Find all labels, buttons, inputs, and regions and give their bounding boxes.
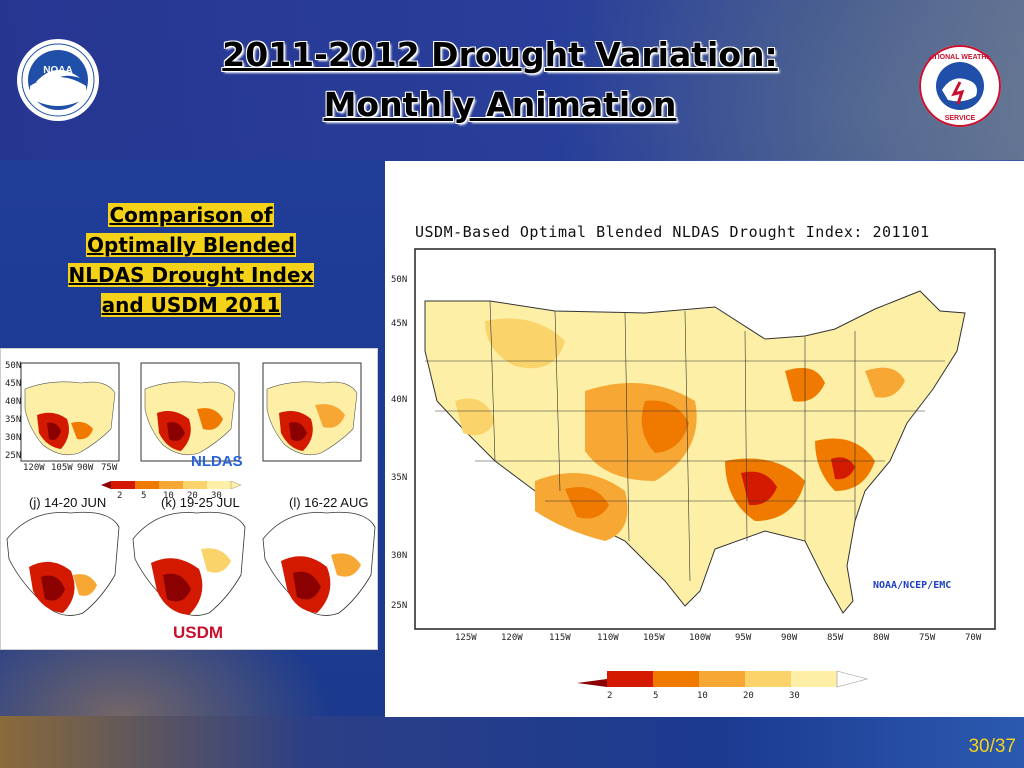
map-lon-tick: 75W (919, 633, 936, 643)
comparison-colorbar-tick: 2 (117, 491, 123, 501)
comparison-lon-tick: 105W (51, 463, 73, 473)
map-lon-tick: 120W (501, 633, 523, 643)
nldas-label: NLDAS (191, 453, 243, 470)
map-colorbar-tick: 2 (607, 691, 613, 701)
nws-logo: NATIONAL WEATHER SERVICE (919, 45, 1001, 127)
map-lon-tick: 125W (455, 633, 477, 643)
subtitle-line-2: Optimally Blended (86, 233, 296, 257)
map-lat-tick: 25N (391, 601, 408, 611)
comparison-lat-tick: 35N (5, 415, 22, 425)
title-line-1: 2011-2012 Drought Variation: (222, 35, 778, 74)
svg-text:NATIONAL WEATHER: NATIONAL WEATHER (924, 54, 996, 61)
map-colorbar-tick: 20 (743, 691, 754, 701)
comparison-colorbar-tick: 20 (187, 491, 198, 501)
map-lon-tick: 105W (643, 633, 665, 643)
map-colorbar-tick: 10 (697, 691, 708, 701)
map-lon-tick: 110W (597, 633, 619, 643)
subtitle-line-3: NLDAS Drought Index (67, 263, 315, 287)
map-lon-tick: 85W (827, 633, 844, 643)
map-colorbar (577, 670, 869, 688)
comparison-colorbar-tick: 10 (163, 491, 174, 501)
period-label-jun: (j) 14-20 JUN (29, 495, 107, 510)
subtitle-line-4: and USDM 2011 (100, 293, 282, 317)
comparison-lat-tick: 45N (5, 379, 22, 389)
map-lon-tick: 95W (735, 633, 752, 643)
map-lat-tick: 50N (391, 275, 408, 285)
comparison-figure: 50N 45N 40N 35N 30N 25N 120W 105W 90W 75… (0, 348, 378, 650)
map-colorbar-tick: 30 (789, 691, 800, 701)
period-label-jul: (k) 19-25 JUL (161, 495, 240, 510)
usdm-map-jun (6, 511, 120, 616)
header-band (0, 0, 1024, 160)
comparison-lon-tick: 90W (77, 463, 94, 473)
map-colorbar-tick: 5 (653, 691, 659, 701)
map-lat-tick: 40N (391, 395, 408, 405)
nldas-map-jul (140, 362, 240, 462)
comparison-lat-tick: 40N (5, 397, 22, 407)
map-title: USDM-Based Optimal Blended NLDAS Drought… (415, 223, 930, 241)
period-label-aug: (l) 16-22 AUG (289, 495, 369, 510)
state-boundaries (425, 300, 945, 582)
map-lat-tick: 30N (391, 551, 408, 561)
map-lon-tick: 80W (873, 633, 890, 643)
comparison-lon-tick: 75W (101, 463, 118, 473)
noaa-logo: NOAA (17, 39, 99, 121)
usdm-map-jul (132, 511, 246, 616)
title-line-2: Monthly Animation (323, 85, 677, 124)
comparison-lon-tick: 120W (23, 463, 45, 473)
drought-index-map: USDM-Based Optimal Blended NLDAS Drought… (385, 161, 1024, 717)
page-number: 30/37 (968, 736, 1016, 757)
subtitle-line-1: Comparison of (108, 203, 274, 227)
usdm-label: USDM (173, 623, 224, 642)
map-lat-tick: 35N (391, 473, 408, 483)
map-lon-tick: 100W (689, 633, 711, 643)
comparison-colorbar (101, 480, 242, 490)
nldas-map-jun (20, 362, 120, 462)
nldas-map-aug (262, 362, 362, 462)
footer-band (0, 716, 1024, 768)
svg-text:SERVICE: SERVICE (945, 115, 976, 122)
usdm-map-aug (262, 511, 376, 616)
map-credit: NOAA/NCEP/EMC (873, 580, 952, 591)
comparison-colorbar-tick: 5 (141, 491, 147, 501)
comparison-lat-tick: 30N (5, 433, 22, 443)
slide-subtitle: Comparison of Optimally Blended NLDAS Dr… (28, 200, 354, 320)
map-graphic (414, 248, 996, 688)
comparison-maps (6, 362, 376, 616)
comparison-colorbar-tick: 30 (211, 491, 222, 501)
slide-title: 2011-2012 Drought Variation: Monthly Ani… (150, 30, 850, 130)
map-lon-tick: 70W (965, 633, 982, 643)
map-lon-tick: 115W (549, 633, 571, 643)
comparison-lat-tick: 25N (5, 451, 22, 461)
svg-text:NOAA: NOAA (43, 65, 72, 76)
comparison-lat-tick: 50N (5, 361, 22, 371)
map-lon-tick: 90W (781, 633, 798, 643)
map-lat-tick: 45N (391, 319, 408, 329)
